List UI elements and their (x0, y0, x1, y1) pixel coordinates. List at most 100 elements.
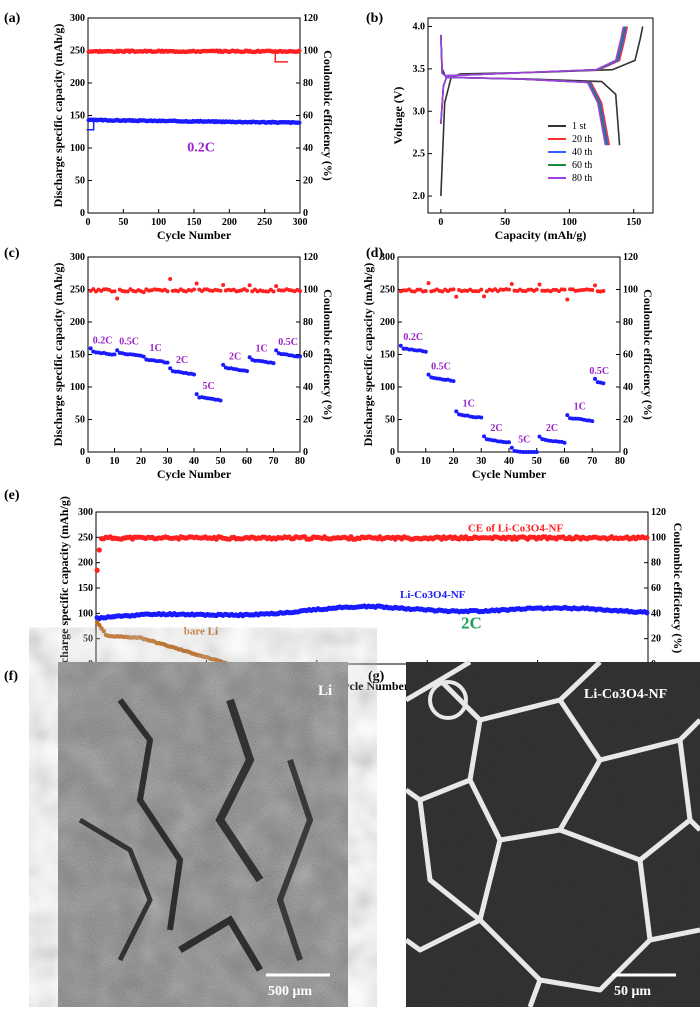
ce-point (297, 48, 302, 54)
y-axis-label: Voltage (V) (391, 87, 405, 145)
ce-point (479, 287, 484, 292)
rate-label: 1C (255, 344, 267, 355)
plot-frame (87, 17, 301, 214)
capacity-point (504, 440, 509, 445)
y2-tick-label: 0 (303, 447, 308, 458)
capacity-point (112, 352, 117, 357)
charge-curve (440, 26, 644, 197)
panel-label-g: (g) (368, 669, 385, 684)
capacity-point (529, 450, 534, 454)
y-axis-label: Discharge specific capacity (mAh/g) (51, 24, 65, 208)
rate-label: 0.5C (431, 361, 451, 372)
capacity-point (221, 362, 226, 367)
rate-label: 2C (176, 355, 188, 366)
sem-label-li-co3o4-nf: Li-Co3O4-NF (584, 687, 667, 702)
y2-tick-label: 40 (651, 608, 661, 619)
capacity-point (141, 354, 146, 359)
y-tick-label: 4.0 (413, 21, 426, 32)
y2-tick-label: 40 (303, 382, 313, 393)
ce-point (593, 283, 598, 288)
ce-point (125, 289, 130, 294)
capacity-point (482, 434, 487, 439)
capacity-point (520, 450, 525, 454)
capacity-point (274, 348, 279, 353)
ce-point (165, 289, 170, 294)
panel-label-d: (d) (366, 246, 383, 261)
rate-label: 2C (546, 423, 558, 434)
capacity-point (194, 392, 199, 397)
plot-frame (427, 17, 654, 214)
y-tick-label: 50 (75, 176, 85, 187)
plot-frame (95, 511, 649, 665)
y-tick-label: 100 (70, 382, 85, 393)
y-tick-label: 50 (75, 415, 85, 426)
plot-frame (397, 256, 621, 453)
y2-tick-label: 20 (623, 415, 633, 426)
capacity-point (115, 348, 120, 353)
y2-tick-label: 20 (303, 176, 313, 187)
y-tick-label: 150 (380, 350, 395, 361)
capacity-point (593, 376, 598, 381)
y2-tick-label: 120 (651, 507, 666, 518)
capacity-point (423, 349, 428, 354)
chart-a: 0 50 100 150 200 250 3000501001502002503000204… (51, 13, 335, 242)
ce-point (565, 297, 570, 302)
ce-point (168, 277, 173, 282)
x-tick-label: 250 (257, 217, 272, 228)
y2-axis-label: Coulombic efficiency (%) (641, 289, 655, 420)
ce-point (96, 547, 102, 553)
chart-b: 0 50 100 150 2.0 2.5 3.0 3.5 4.0 Capacity (mAh/g)… (391, 17, 654, 242)
x-tick-label: 80 (615, 456, 625, 467)
rate-label: 0.5C (278, 337, 298, 348)
arrow-capacity (86, 120, 95, 131)
y2-tick-label: 60 (623, 350, 633, 361)
capacity-point (507, 440, 511, 445)
sem-image-li: Li 500 μm (58, 662, 348, 1007)
ce-point (454, 294, 459, 299)
ce-point (194, 281, 199, 286)
x-axis-label: Cycle Number (157, 467, 232, 481)
capacity-point (298, 354, 302, 359)
ce-point (115, 296, 120, 301)
x-tick-label: 150 (626, 217, 641, 228)
rate-label: 1C (574, 402, 586, 413)
arrow-ce (274, 52, 288, 63)
x-axis-label: Cycle Number (335, 679, 410, 693)
ce-point (551, 287, 556, 292)
ce-point (507, 287, 511, 292)
x-tick-label: 300 (293, 217, 308, 228)
capacity-point (297, 120, 302, 125)
series-label-nf: Li-Co3O4-NF (400, 589, 466, 601)
capacity-point (245, 369, 249, 374)
y2-axis-label: Coulombic efficiency (%) (321, 289, 335, 420)
scale-label-f: 500 μm (268, 984, 312, 999)
y-tick-label: 200 (380, 317, 395, 328)
y2-tick-label: 0 (623, 447, 628, 458)
y2-axis-label: Coulombic efficiency (%) (321, 50, 335, 181)
y2-tick-label: 80 (623, 317, 633, 328)
ce-point (601, 288, 606, 293)
charge-curve (440, 26, 625, 125)
legend-label: 1 st (572, 121, 586, 132)
series-label-ce: CE of Li-Co3O4-NF (468, 522, 564, 534)
y2-tick-label: 60 (303, 350, 313, 361)
x-tick-label: 60 (560, 456, 570, 467)
capacity-point (570, 416, 575, 421)
y2-tick-label: 120 (623, 252, 638, 263)
panel-label-e: (e) (4, 488, 20, 503)
ce-point (274, 284, 279, 289)
legend-label: 20 th (572, 134, 592, 145)
y-tick-label: 100 (70, 143, 85, 154)
y2-tick-label: 0 (303, 208, 308, 219)
capacity-point (534, 450, 539, 454)
y2-tick-label: 80 (651, 558, 661, 569)
y-tick-label: 250 (380, 285, 395, 296)
ce-point (112, 289, 117, 294)
y-tick-label: 50 (83, 634, 93, 645)
rate-label: 1C (463, 398, 475, 409)
y2-tick-label: 100 (651, 532, 666, 543)
capacity-point (401, 346, 406, 351)
y-tick-label: 2.0 (413, 191, 426, 202)
y-tick-label: 150 (70, 111, 85, 122)
